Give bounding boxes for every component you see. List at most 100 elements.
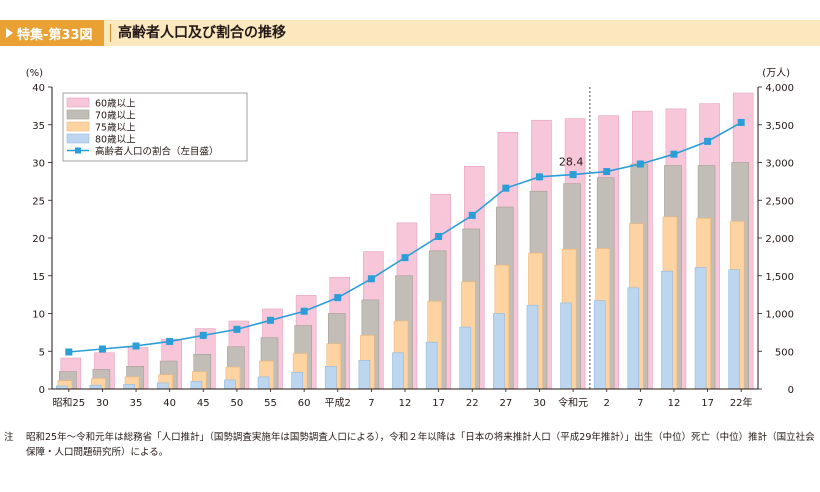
bar-80-and-over (123, 384, 135, 390)
ratio-point (569, 171, 577, 179)
legend-label-ratio: 高齢者人口の割合（左目盛） (95, 146, 219, 158)
chart-title: 高齢者人口及び割合の推移 (118, 25, 286, 41)
bar-80-and-over (661, 270, 673, 390)
legend-box (62, 92, 248, 162)
x-tick-label: 7 (368, 398, 374, 409)
bar-80-and-over (526, 304, 539, 390)
footnote: 注 昭和25年～令和元年は総務省「人口推計」（国勢調査実施年は国勢調査人口による… (4, 430, 816, 460)
left-axis-unit: (%) (26, 68, 43, 79)
x-tick-label: 60 (298, 398, 311, 409)
ratio-point (435, 232, 443, 240)
ratio-point (267, 316, 275, 324)
legend-label-75-and-over: 75歳以上 (95, 122, 136, 134)
x-tick-label: 昭和25 (52, 397, 85, 409)
bar-80-and-over (694, 267, 707, 390)
legend-swatch-70-and-over (66, 109, 90, 120)
right-tick-label: 3,000 (765, 159, 794, 170)
x-tick-label: 17 (701, 398, 714, 409)
ratio-point (502, 184, 510, 192)
triangle-icon (6, 28, 13, 38)
x-tick-label: 12 (399, 398, 412, 409)
bar-80-and-over (257, 376, 270, 390)
x-tick-label: 45 (197, 398, 210, 409)
x-tick-label: 40 (163, 398, 176, 409)
left-tick-label: 25 (32, 196, 45, 207)
right-axis-unit: (万人) (762, 67, 790, 79)
ratio-point (166, 337, 174, 345)
x-tick-label: 7 (637, 398, 643, 409)
x-tick-label: 27 (499, 398, 512, 409)
ratio-point (468, 211, 476, 219)
bar-80-and-over (593, 300, 606, 390)
ratio-point (300, 307, 308, 315)
x-tick-label: 35 (130, 398, 143, 409)
ratio-point (704, 137, 712, 145)
bar-80-and-over (89, 384, 102, 390)
left-tick-label: 20 (32, 234, 45, 245)
bar-80-and-over (728, 269, 740, 390)
x-tick-label: 令和元 (558, 396, 588, 409)
footnote-label: 注 (4, 432, 14, 443)
bar-80-and-over (224, 379, 236, 390)
x-tick-label: 2 (604, 398, 610, 409)
figure-badge: 特集-第33図 (0, 20, 104, 46)
chart-canvas: (%) (万人)40353025201510504,0003,5003,0002,… (26, 67, 794, 409)
right-tick-label: 4,000 (765, 83, 794, 94)
bar-80-and-over (425, 341, 438, 390)
right-tick-label: 0 (788, 385, 794, 396)
bar-80-and-over (392, 352, 404, 390)
ratio-point (535, 173, 543, 181)
right-tick-label: 500 (775, 347, 794, 358)
x-tick-label: 30 (533, 398, 546, 409)
legend-label-70-and-over: 70歳以上 (95, 110, 136, 122)
legend-swatch-ratio-marker (75, 147, 81, 154)
ratio-point (199, 331, 207, 339)
x-tick-label: 12 (668, 398, 681, 409)
bar-80-and-over (156, 382, 169, 390)
left-tick-label: 10 (32, 310, 45, 321)
legend-label-80-and-over: 80歳以上 (95, 134, 136, 146)
right-tick-label: 2,000 (765, 234, 794, 245)
figure-number: 特集-第33図 (17, 27, 93, 43)
right-tick-label: 2,500 (765, 196, 794, 207)
ratio-point (65, 348, 73, 356)
ratio-point (670, 150, 678, 158)
x-tick-label: 50 (231, 398, 244, 409)
ratio-point (98, 345, 106, 353)
legend-swatch-80-and-over (66, 133, 90, 144)
footnote-text: 昭和25年～令和元年は総務省「人口推計」（国勢調査実施年は国勢調査人口による），… (26, 432, 815, 458)
x-tick-label: 17 (432, 398, 445, 409)
ratio-point (603, 168, 611, 176)
x-tick-label: 22年 (730, 396, 753, 409)
bar-80-and-over (291, 372, 303, 390)
ratio-point (334, 294, 342, 302)
left-tick-label: 0 (39, 385, 45, 396)
legend-swatch-75-and-over (66, 121, 90, 132)
legend-swatch-60-and-over (66, 97, 90, 108)
ratio-point (233, 325, 241, 333)
x-tick-label: 55 (264, 398, 277, 409)
ratio-point (367, 275, 375, 283)
ratio-point (132, 342, 140, 350)
right-tick-label: 1,000 (765, 310, 794, 321)
bar-80-and-over (627, 287, 640, 390)
figure-header: 特集-第33図 高齢者人口及び割合の推移 (0, 20, 820, 46)
left-tick-label: 5 (39, 347, 45, 358)
x-tick-label: 30 (96, 398, 109, 409)
x-tick-label: 22 (466, 398, 479, 409)
bar-80-and-over (493, 313, 505, 390)
right-tick-label: 1,500 (765, 272, 794, 283)
left-tick-label: 30 (32, 159, 45, 170)
ratio-annotation: 28.4 (559, 156, 584, 169)
bar-80-and-over (459, 326, 472, 390)
ratio-point (737, 118, 745, 126)
left-tick-label: 35 (32, 121, 45, 132)
x-tick-label: 平成2 (325, 397, 351, 409)
left-tick-label: 40 (32, 83, 45, 94)
bar-80-and-over (358, 360, 371, 390)
legend-label-60-and-over: 60歳以上 (95, 98, 136, 110)
right-tick-label: 3,500 (765, 121, 794, 132)
ratio-point (636, 160, 644, 168)
bar-80-and-over (324, 366, 337, 390)
left-tick-label: 15 (32, 272, 45, 283)
